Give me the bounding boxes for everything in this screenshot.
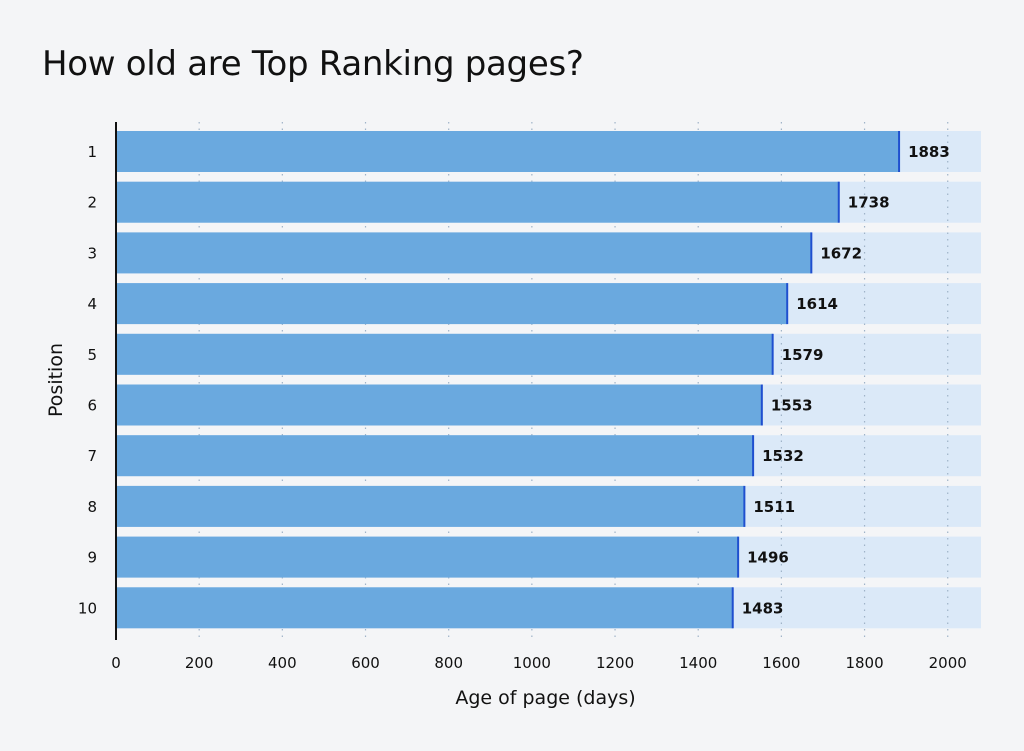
data-label: 1532 bbox=[762, 447, 804, 465]
bar bbox=[116, 283, 788, 325]
data-label: 1672 bbox=[820, 244, 862, 262]
y-tick-labels: 1 2 3 4 5 6 7 8 9 10 bbox=[78, 143, 97, 617]
y-tick-label: 1 bbox=[87, 143, 97, 161]
data-label: 1553 bbox=[771, 397, 813, 415]
x-tick-label: 1400 bbox=[679, 654, 717, 672]
data-label: 1738 bbox=[848, 194, 890, 212]
x-tick-label: 1600 bbox=[762, 654, 800, 672]
x-tick-label: 0 bbox=[111, 654, 121, 672]
bar bbox=[116, 536, 739, 578]
bar bbox=[116, 232, 812, 274]
y-tick-label: 3 bbox=[87, 244, 97, 262]
x-tick-labels: 0 200 400 600 800 1000 1200 1400 1600 1800 2000 bbox=[111, 654, 967, 672]
x-tick-label: 400 bbox=[268, 654, 297, 672]
data-label: 1511 bbox=[753, 498, 795, 516]
y-tick-label: 4 bbox=[87, 295, 97, 313]
bar-end-markers bbox=[731, 131, 901, 629]
y-tick-label: 7 bbox=[87, 447, 97, 465]
data-label: 1483 bbox=[742, 599, 784, 617]
x-axis-title: Age of page (days) bbox=[455, 687, 635, 709]
chart-title: How old are Top Ranking pages? bbox=[42, 44, 584, 84]
bars bbox=[116, 131, 900, 629]
bar bbox=[116, 485, 745, 527]
bar bbox=[116, 435, 754, 477]
data-label: 1614 bbox=[796, 295, 838, 313]
data-label: 1579 bbox=[782, 346, 824, 364]
x-tick-label: 1800 bbox=[845, 654, 883, 672]
y-axis-title: Position bbox=[45, 343, 67, 417]
bar bbox=[116, 181, 839, 223]
x-tick-label: 1200 bbox=[596, 654, 634, 672]
y-tick-label: 6 bbox=[87, 397, 97, 415]
x-tick-label: 800 bbox=[434, 654, 463, 672]
data-label: 1496 bbox=[747, 549, 789, 567]
bar bbox=[116, 384, 762, 426]
data-label: 1883 bbox=[908, 143, 950, 161]
x-tick-label: 600 bbox=[351, 654, 380, 672]
data-labels: 1883 1738 1672 1614 1579 1553 1532 1511 1496 1483 bbox=[742, 143, 950, 617]
bar bbox=[116, 587, 733, 629]
y-tick-label: 5 bbox=[87, 346, 97, 364]
bar bbox=[116, 333, 773, 375]
x-tick-label: 2000 bbox=[929, 654, 967, 672]
y-tick-label: 8 bbox=[87, 498, 97, 516]
y-tick-label: 9 bbox=[87, 549, 97, 567]
y-tick-label: 10 bbox=[78, 599, 97, 617]
y-tick-label: 2 bbox=[87, 194, 97, 212]
bar bbox=[116, 131, 900, 172]
x-tick-label: 200 bbox=[185, 654, 214, 672]
x-tick-label: 1000 bbox=[513, 654, 551, 672]
